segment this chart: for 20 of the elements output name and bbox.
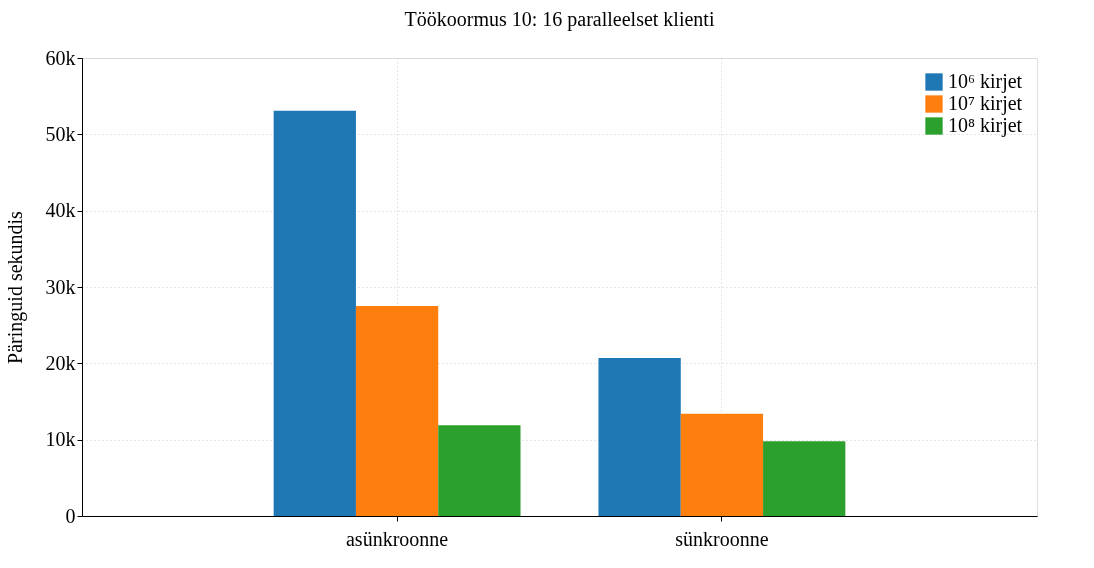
bar bbox=[273, 110, 356, 516]
x-tick-label: asünkroonne bbox=[345, 527, 449, 550]
y-tick-label: 50k bbox=[45, 122, 76, 145]
bar bbox=[438, 425, 521, 516]
y-tick-label: 10k bbox=[45, 428, 76, 451]
y-tick-label: 60k bbox=[45, 46, 76, 69]
y-tick-label: 0 bbox=[65, 504, 76, 527]
legend-label: 10⁶ kirjet bbox=[948, 70, 1023, 93]
bar bbox=[355, 306, 439, 516]
chart-title: Töökoormus 10: 16 paralleelset klienti bbox=[404, 8, 715, 31]
x-tick-label: sünkroonne bbox=[675, 527, 769, 550]
bar bbox=[763, 441, 846, 516]
bar bbox=[680, 413, 764, 516]
y-tick-label: 30k bbox=[45, 275, 76, 298]
y-tick-label: 40k bbox=[45, 199, 76, 222]
y-axis-title: Päringuid sekundis bbox=[3, 210, 27, 364]
legend-label: 10⁷ kirjet bbox=[948, 92, 1023, 115]
y-tick-label: 20k bbox=[45, 351, 76, 374]
bar bbox=[598, 357, 681, 516]
legend-label: 10⁸ kirjet bbox=[948, 114, 1023, 137]
